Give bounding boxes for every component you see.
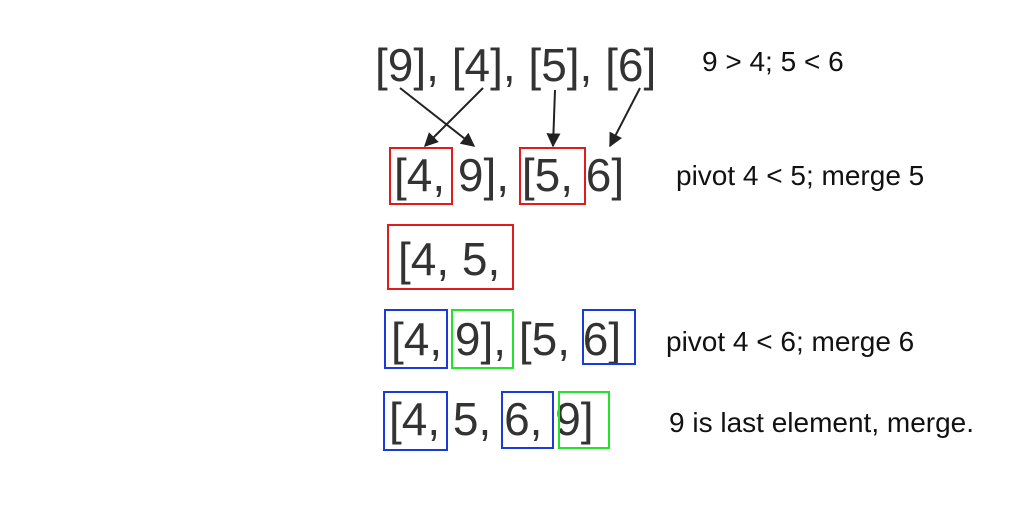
step-4-note: 9 is last element, merge. <box>669 407 975 438</box>
partial-result: [4, 5, <box>398 233 501 285</box>
element-9-box <box>558 391 610 449</box>
pivot-box-left <box>384 309 448 369</box>
arrow-5-down <box>546 89 561 148</box>
arrow-9-to-second <box>399 87 476 147</box>
arrow-6-down <box>609 87 641 148</box>
pivot-box-right <box>519 147 586 205</box>
element-4-box <box>383 391 448 451</box>
initial-singletons: [9], [4], [5], [6] <box>375 39 657 91</box>
step-2-note: pivot 4 < 5; merge 5 <box>676 160 925 191</box>
pivot-box-left <box>389 147 453 205</box>
arrow-4-to-first <box>424 87 484 147</box>
step-3-note: pivot 4 < 6; merge 6 <box>666 326 915 357</box>
pivot-box-right <box>582 309 636 365</box>
element-6-box <box>501 391 554 449</box>
result-box <box>387 224 514 290</box>
remaining-box <box>451 309 514 369</box>
step-1-note: 9 > 4; 5 < 6 <box>702 46 844 77</box>
